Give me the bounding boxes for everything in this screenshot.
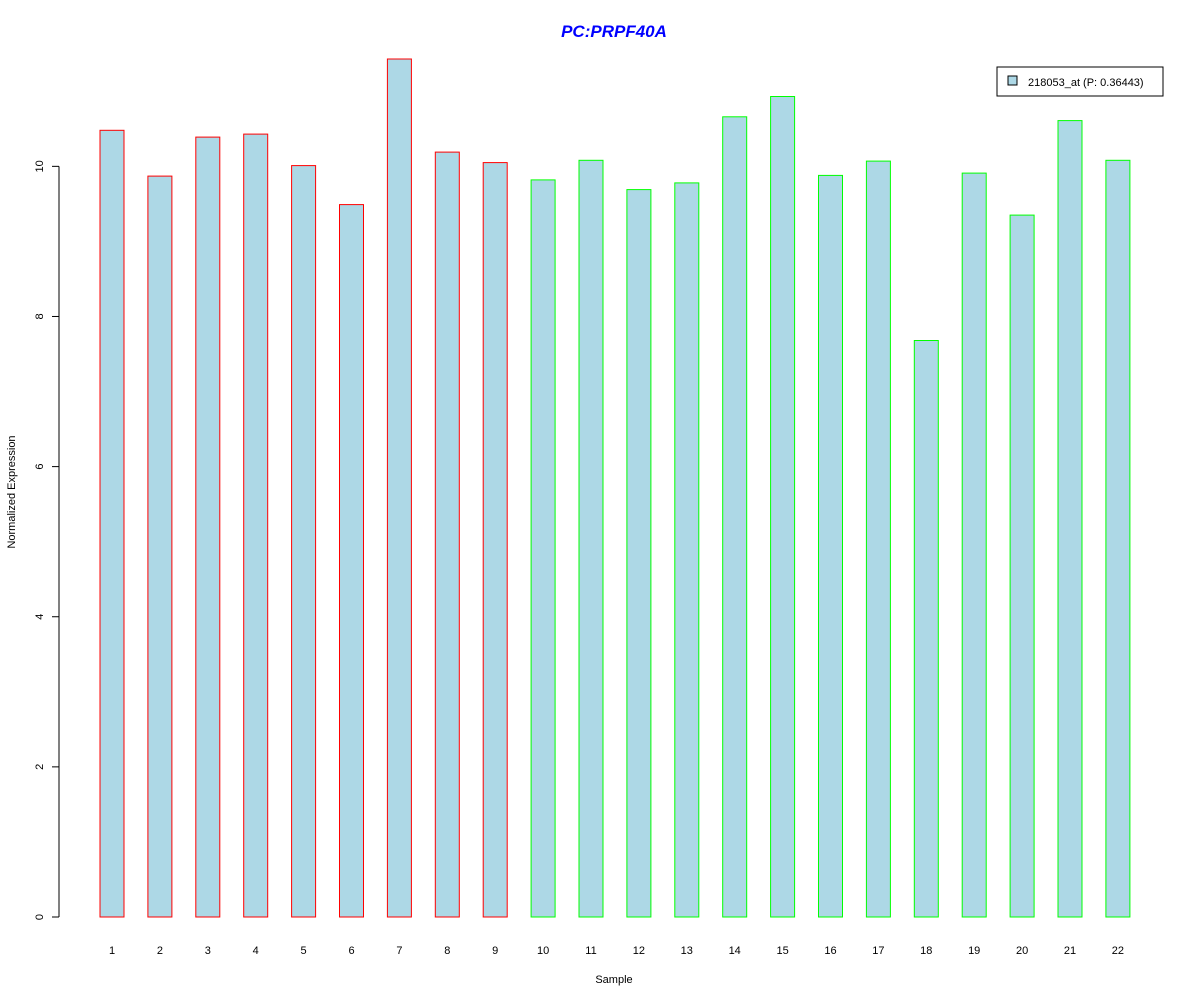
x-tick-label: 11 <box>585 945 596 957</box>
bar-sample-12 <box>626 189 652 918</box>
bar-sample-14 <box>722 116 748 918</box>
x-tick-label: 16 <box>824 945 836 957</box>
x-tick-label: 5 <box>301 945 307 957</box>
bar-sample-5 <box>291 165 317 918</box>
x-tick-label: 6 <box>348 945 354 957</box>
y-tick-label: 2 <box>34 764 46 770</box>
bar-sample-7 <box>386 58 412 918</box>
y-tick-label: 8 <box>34 313 46 319</box>
y-tick-label: 0 <box>34 914 46 920</box>
x-tick-label: 2 <box>157 945 163 957</box>
bar-sample-8 <box>434 151 460 918</box>
x-tick-label: 3 <box>205 945 211 957</box>
legend-swatch <box>1007 75 1018 86</box>
bar-sample-9 <box>482 162 508 918</box>
y-tick-label: 10 <box>34 160 46 172</box>
x-tick-label: 8 <box>444 945 450 957</box>
legend: 218053_at (P: 0.36443) <box>996 66 1164 97</box>
bar-sample-6 <box>339 204 364 918</box>
x-tick-label: 20 <box>1016 945 1028 957</box>
bar-sample-2 <box>147 175 173 918</box>
y-tick-label: 6 <box>34 464 46 470</box>
bar-sample-21 <box>1057 120 1083 918</box>
bar-sample-17 <box>865 160 891 918</box>
x-tick-label: 10 <box>537 945 549 957</box>
bars <box>99 58 1131 918</box>
bar-sample-19 <box>961 172 987 918</box>
x-tick-label: 19 <box>968 945 980 957</box>
bar-sample-1 <box>99 129 125 918</box>
bar-sample-22 <box>1105 159 1131 918</box>
bar-sample-10 <box>530 179 556 918</box>
x-tick-label: 9 <box>492 945 498 957</box>
bar-sample-16 <box>818 174 843 918</box>
bar-sample-15 <box>770 96 796 918</box>
x-tick-label: 13 <box>681 945 693 957</box>
x-axis-label: Sample <box>595 974 632 986</box>
x-tick-label: 22 <box>1112 945 1124 957</box>
x-tick-label: 12 <box>633 945 645 957</box>
y-axis-label: Normalized Expression <box>6 435 18 548</box>
x-tick-label: 7 <box>396 945 402 957</box>
bar-sample-3 <box>195 136 221 918</box>
x-tick-label: 4 <box>253 945 259 957</box>
y-tick-label: 4 <box>34 614 46 620</box>
legend-box <box>996 66 1164 97</box>
x-tick-label: 21 <box>1064 945 1076 957</box>
x-tick-label: 1 <box>109 945 115 957</box>
bar-sample-20 <box>1009 214 1035 918</box>
bar-sample-4 <box>243 133 269 918</box>
x-axis-labels: 1 2 3 4 5 6 7 8 9 10 11 12 13 14 15 16 17 18 19 20 21 22 <box>109 945 1124 957</box>
bar-sample-18 <box>913 340 939 918</box>
x-tick-label: 15 <box>776 945 788 957</box>
x-tick-label: 14 <box>729 945 741 957</box>
x-tick-label: 18 <box>920 945 932 957</box>
bar-sample-13 <box>674 182 700 918</box>
x-tick-label: 17 <box>872 945 884 957</box>
y-axis: 0 2 4 6 8 10 <box>34 160 60 920</box>
legend-label: 218053_at (P: 0.36443) <box>1028 77 1144 89</box>
chart-title: PC:PRPF40A <box>561 22 667 41</box>
bar-sample-11 <box>578 159 604 918</box>
